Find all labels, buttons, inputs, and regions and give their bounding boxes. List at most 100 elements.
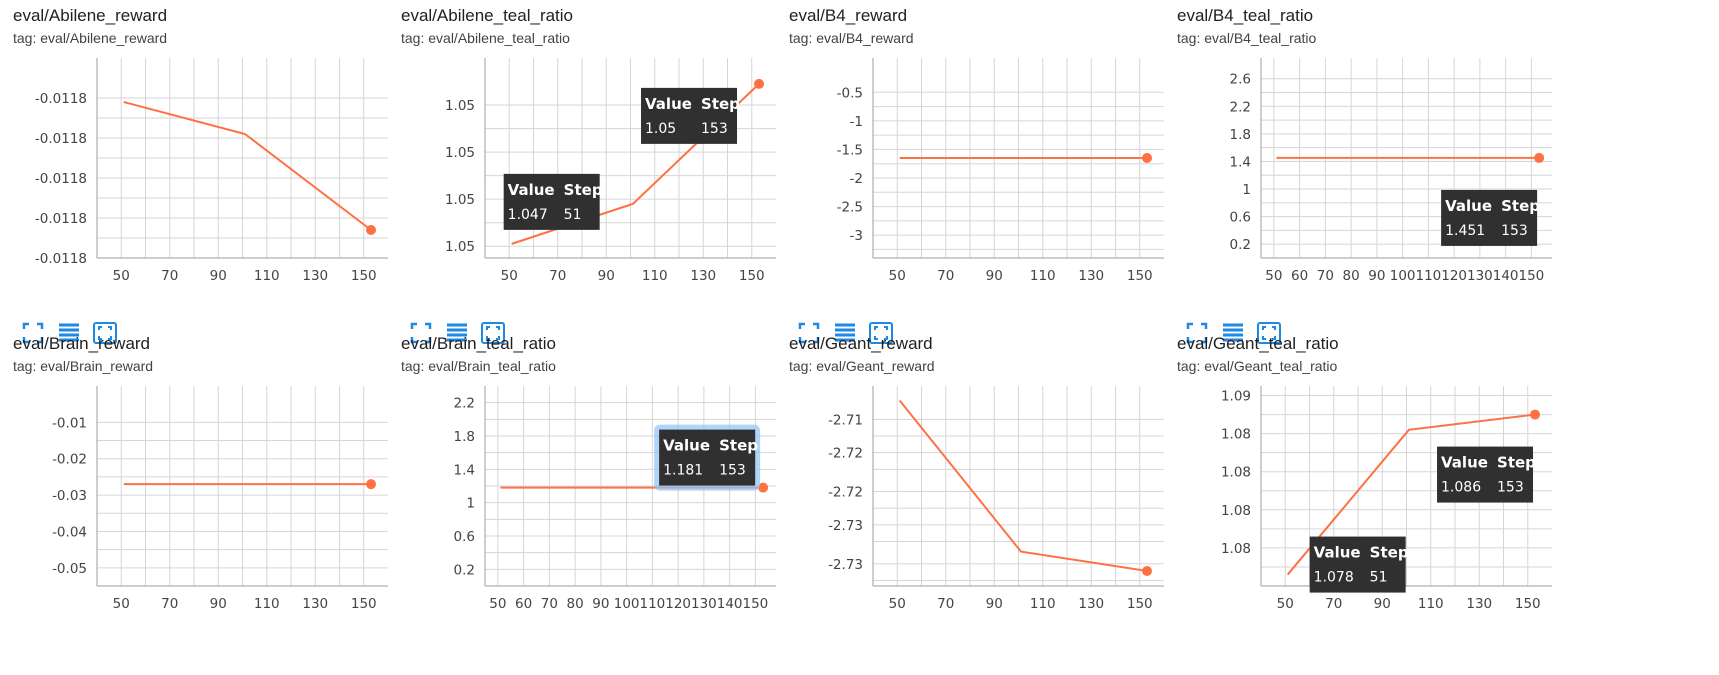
y-tick-label: 2.6 (1230, 72, 1251, 88)
x-tick-label: 70 (1317, 268, 1334, 284)
y-tick-label: -1 (850, 114, 863, 130)
y-tick-label: -1.5 (837, 142, 863, 158)
y-tick-label: -2.72 (828, 485, 863, 501)
chart-title: eval/Geant_teal_ratio (1177, 334, 1339, 353)
tooltip-step: 51 (564, 207, 582, 223)
tooltip-background (659, 429, 756, 486)
x-tick-label: 150 (739, 268, 765, 284)
x-tick-label: 70 (161, 268, 178, 284)
fit-domain-button[interactable] (92, 320, 118, 346)
x-tick-label: 130 (1078, 596, 1104, 612)
x-tick-label: 130 (1078, 268, 1104, 284)
data-point[interactable] (366, 225, 377, 235)
list-button[interactable] (444, 320, 470, 346)
fit-domain-button[interactable] (1256, 320, 1282, 346)
chart-title: eval/Abilene_teal_ratio (401, 6, 574, 25)
fit-domain-icon (1257, 322, 1281, 344)
y-tick-label: -2.73 (828, 557, 863, 573)
tooltip-background (1309, 536, 1406, 593)
x-tick-label: 110 (254, 596, 280, 612)
data-point[interactable] (1142, 566, 1153, 576)
x-tick-label: 70 (541, 596, 558, 612)
tooltip-step-header: Step (1501, 197, 1540, 215)
fit-domain-button[interactable] (868, 320, 894, 346)
fullscreen-button[interactable] (1184, 320, 1210, 346)
chart-card: eval/Geant_reward tag: eval/Geant_reward 5… (776, 328, 1186, 658)
y-tick-label: -0.03 (52, 488, 87, 504)
chart-tag: tag: eval/Geant_reward (789, 358, 935, 374)
tooltip-background (1437, 446, 1534, 503)
fullscreen-button[interactable] (408, 320, 434, 346)
fit-domain-button[interactable] (480, 320, 506, 346)
line-chart[interactable]: 50 70 90 110 130 150 -0.0118 -0.0118 -0.0118 -0.0… (0, 58, 410, 340)
x-tick-label: 130 (302, 268, 328, 284)
list-icon (1223, 323, 1243, 342)
x-tick-label: 150 (351, 596, 377, 612)
line-chart[interactable]: 50 70 90 110 130 150 1.05 1.05 1.05 1.05 Value Step… (388, 58, 798, 340)
x-tick-label: 50 (501, 268, 518, 284)
x-tick-label: 90 (1374, 596, 1391, 612)
y-tick-label: -0.0118 (35, 131, 87, 147)
fit-domain-icon (869, 322, 893, 344)
chart-card: eval/Brain_reward tag: eval/Brain_reward 5… (0, 328, 410, 658)
y-tick-label: -2.5 (837, 200, 863, 216)
chart-title: eval/Geant_reward (789, 334, 933, 353)
x-tick-label: 110 (1030, 268, 1056, 284)
y-tick-label: 0.2 (454, 562, 475, 578)
chart-toolbar (796, 320, 894, 346)
list-button[interactable] (1220, 320, 1246, 346)
fullscreen-button[interactable] (796, 320, 822, 346)
data-point[interactable] (366, 479, 377, 490)
x-tick-label: 60 (515, 596, 532, 612)
tooltip-step-header: Step (719, 437, 758, 455)
fullscreen-icon (22, 322, 44, 344)
line-chart[interactable]: 50 60 70 80 90 100 110 120 130 140 150 2.6 2.2 1.8 1.4… (1164, 58, 1574, 340)
tooltip-value-header: Value (1445, 197, 1492, 215)
line-chart[interactable]: 50 70 90 110 130 150 -0.5 -1 -1.5 -2 -2.5 -3 (776, 58, 1186, 340)
fullscreen-icon (798, 322, 820, 344)
x-tick-label: 90 (210, 596, 227, 612)
y-tick-label: 1 (1242, 182, 1251, 198)
y-tick-label: 0.6 (454, 529, 475, 545)
x-tick-label: 100 (614, 596, 640, 612)
y-tick-label: 1.05 (445, 145, 475, 161)
line-chart[interactable]: 50 70 90 110 130 150 -2.71 -2.72 -2.72 -2.73 -2.73 (776, 386, 1186, 668)
y-tick-label: -0.01 (52, 415, 87, 431)
tooltip-value: 1.181 (663, 463, 703, 479)
tooltip-step-header: Step (1370, 544, 1409, 562)
y-tick-label: -2.73 (828, 518, 863, 534)
tooltip-step: 153 (1497, 480, 1524, 496)
value-tooltip: Value Step 1.086 153 (1437, 446, 1536, 503)
tooltip-step-header: Step (701, 95, 740, 113)
fullscreen-button[interactable] (20, 320, 46, 346)
x-tick-label: 90 (986, 268, 1003, 284)
data-point[interactable] (758, 482, 769, 493)
data-point[interactable] (754, 78, 765, 89)
x-tick-label: 120 (665, 596, 691, 612)
y-tick-label: -0.04 (52, 524, 87, 540)
line-chart[interactable]: 50 70 90 110 130 150 1.09 1.08 1.08 1.08 1.08 Value… (1164, 386, 1574, 668)
tooltip-step: 153 (719, 463, 746, 479)
x-tick-label: 50 (889, 596, 906, 612)
list-icon (59, 323, 79, 342)
list-button[interactable] (56, 320, 82, 346)
data-point[interactable] (1142, 153, 1153, 163)
data-point[interactable] (1530, 409, 1541, 420)
y-tick-label: 1.09 (1221, 389, 1251, 405)
value-tooltip: Value Step 1.05 153 (641, 87, 740, 144)
y-tick-label: -0.02 (52, 452, 87, 468)
line-chart[interactable]: 50 60 70 80 90 100 110 120 130 140 150 2.2 1.8 1.4 1 0.… (388, 386, 798, 668)
x-tick-label: 130 (690, 268, 716, 284)
y-tick-label: 1.05 (445, 192, 475, 208)
series-line (1286, 413, 1536, 576)
x-tick-label: 50 (113, 596, 130, 612)
x-tick-label: 90 (986, 596, 1003, 612)
series-line (898, 399, 1148, 572)
x-tick-label: 50 (1265, 268, 1282, 284)
line-chart[interactable]: 50 70 90 110 130 150 -0.01 -0.02 -0.03 -0.04 -0.05 (0, 386, 410, 668)
y-tick-label: 2.2 (454, 396, 475, 412)
data-point[interactable] (1534, 152, 1545, 163)
list-button[interactable] (832, 320, 858, 346)
x-tick-label: 120 (1441, 268, 1467, 284)
y-tick-label: -0.0118 (35, 251, 87, 267)
